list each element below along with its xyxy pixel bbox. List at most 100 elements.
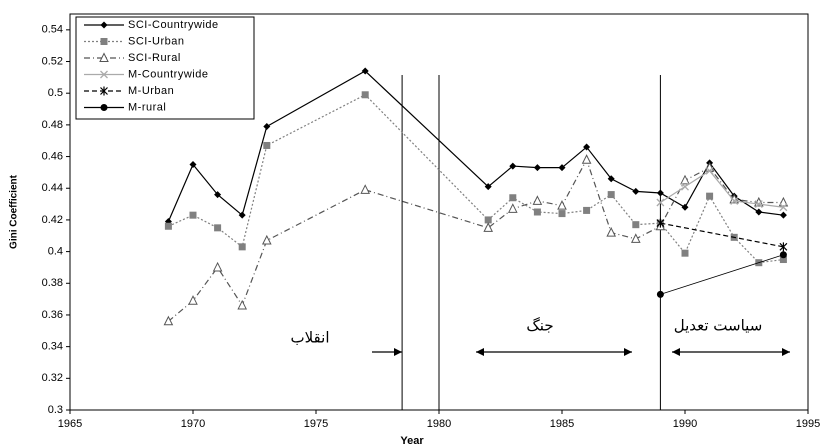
marker [361, 67, 369, 75]
x-tick-label: 1980 [427, 418, 451, 430]
marker [533, 208, 541, 216]
marker [533, 164, 541, 172]
y-tick-label: 0.36 [42, 309, 63, 321]
marker [607, 175, 615, 183]
marker [656, 189, 664, 197]
marker [164, 222, 172, 230]
x-axis-label: Year [400, 435, 424, 447]
marker [214, 191, 222, 199]
marker [263, 122, 271, 130]
marker [632, 221, 640, 229]
marker [583, 206, 591, 214]
y-tick-label: 0.44 [42, 182, 63, 194]
series-line [660, 254, 784, 295]
arrow-head [394, 348, 402, 356]
marker [100, 70, 108, 79]
legend-label: SCI-Urban [128, 35, 184, 47]
marker [163, 315, 174, 326]
marker [238, 211, 246, 219]
series-line [168, 158, 784, 322]
y-tick-label: 0.4 [48, 246, 63, 258]
marker [754, 200, 763, 209]
marker [261, 234, 272, 245]
y-tick-label: 0.52 [42, 55, 63, 67]
marker [188, 295, 198, 305]
marker [263, 141, 271, 149]
y-tick-label: 0.38 [42, 277, 63, 289]
marker [484, 216, 492, 224]
marker [100, 86, 108, 96]
y-tick-label: 0.46 [42, 150, 63, 162]
marker [507, 203, 518, 213]
marker [656, 198, 665, 207]
marker [706, 192, 714, 200]
marker [730, 196, 739, 205]
marker [483, 222, 494, 232]
y-tick-label: 0.3 [48, 404, 63, 416]
legend-label: SCI-Rural [128, 52, 181, 64]
marker [214, 224, 222, 232]
marker [532, 195, 543, 205]
legend-label: M-rural [128, 101, 166, 113]
marker [558, 210, 566, 218]
marker [755, 208, 763, 216]
x-tick-label: 1990 [673, 418, 697, 430]
marker [360, 184, 371, 194]
y-tick-label: 0.42 [42, 214, 63, 226]
marker [681, 249, 689, 257]
arrow-head [782, 348, 790, 356]
x-tick-label: 1970 [181, 418, 205, 430]
x-tick-label: 1985 [550, 418, 574, 430]
marker [100, 21, 108, 29]
legend-label: M-Urban [128, 85, 174, 97]
marker [779, 251, 787, 259]
marker [189, 160, 197, 168]
annotation: جنگ [526, 317, 553, 335]
arrow-head [624, 348, 632, 356]
marker [632, 187, 640, 195]
marker [779, 203, 788, 212]
marker [581, 154, 592, 164]
marker [509, 194, 517, 202]
marker [189, 211, 197, 219]
series-line [660, 222, 784, 248]
x-tick-label: 1995 [796, 418, 820, 430]
marker [100, 104, 108, 111]
marker [606, 226, 617, 237]
legend-label: SCI-Countrywide [128, 19, 219, 31]
marker [778, 196, 789, 207]
y-axis-label: Gini Coefficient [9, 174, 20, 249]
legend-box [75, 16, 255, 120]
marker [630, 233, 641, 243]
annotation: سیاست تعدیل [674, 317, 763, 335]
marker [705, 166, 714, 175]
y-tick-label: 0.54 [42, 24, 63, 36]
legend-label: M-Countrywide [128, 68, 208, 80]
marker [779, 211, 787, 219]
annotation: انقلاب [290, 329, 329, 347]
series-line [660, 170, 784, 208]
arrow-head [476, 348, 484, 356]
marker [680, 174, 690, 185]
y-tick-label: 0.5 [48, 87, 63, 99]
marker [509, 162, 517, 170]
x-tick-label: 1975 [304, 418, 328, 430]
series-line [167, 70, 784, 222]
y-tick-label: 0.32 [42, 372, 63, 384]
series-line [168, 94, 784, 264]
marker [100, 38, 108, 45]
marker [779, 256, 787, 264]
marker [656, 218, 665, 228]
x-tick-label: 1965 [58, 418, 82, 430]
marker [557, 200, 567, 210]
marker [681, 203, 689, 211]
arrow-head [672, 348, 680, 356]
marker [656, 290, 664, 298]
marker [212, 261, 223, 272]
marker [681, 182, 689, 191]
marker [237, 299, 248, 310]
marker [558, 164, 566, 172]
marker [583, 143, 591, 151]
marker [484, 183, 492, 191]
